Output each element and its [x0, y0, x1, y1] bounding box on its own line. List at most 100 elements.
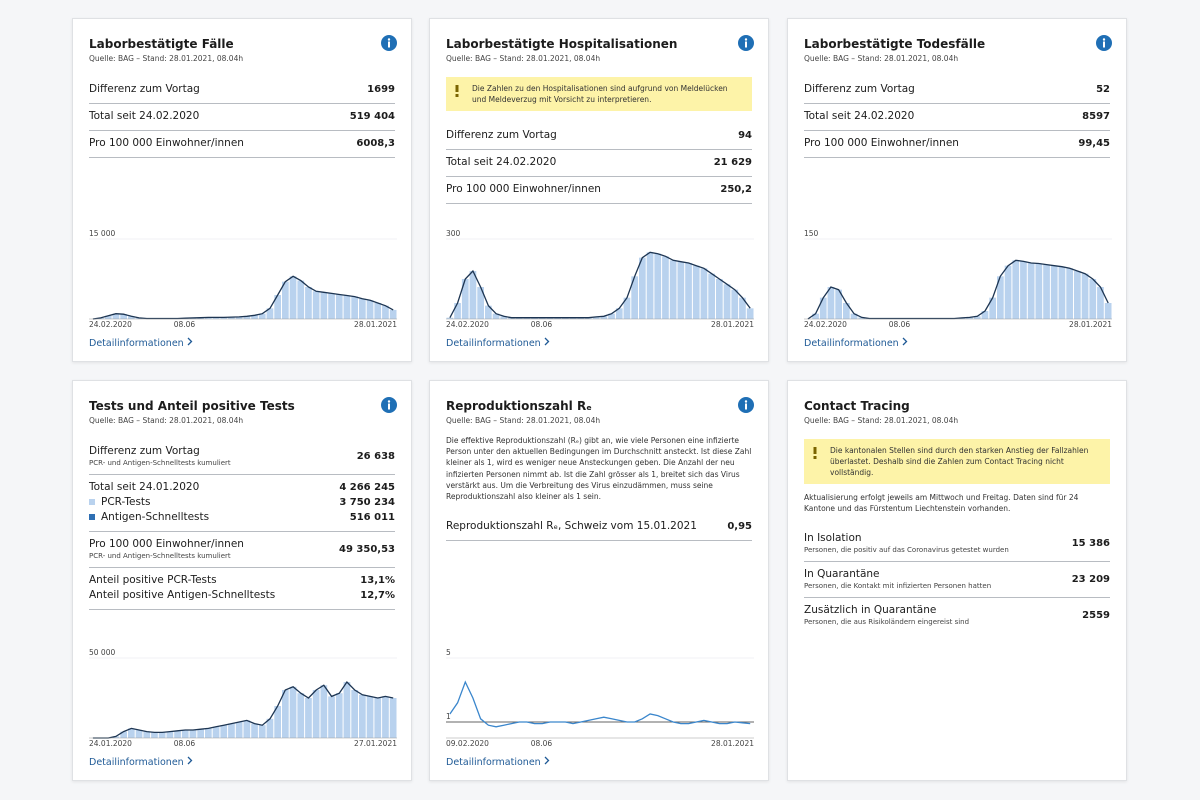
card: Laborbestätigte Todesfälle Quelle: BAG – …	[787, 18, 1127, 362]
card: Tests und Anteil positive Tests Quelle: B…	[72, 380, 412, 781]
mini-chart: 50 000 24.01.2020 08.06 27.01.2021	[89, 648, 397, 748]
stat-sublabel: Personen, die aus Risikoländern eingerei…	[804, 618, 970, 627]
card: Reproduktionszahl Rₑ Quelle: BAG – Stand:…	[429, 380, 769, 781]
bar	[858, 317, 866, 319]
stat-row: Pro 100 000 Einwohner/innen PCR- und Anti…	[89, 537, 395, 561]
info-icon	[381, 397, 397, 413]
x-tick-label: 08.06	[174, 320, 196, 329]
stat-value: 2559	[1082, 609, 1110, 621]
stat-label: Anteil positive Antigen-Schnelltests	[89, 589, 276, 601]
detail-link[interactable]: Detailinformationen	[89, 337, 194, 349]
bar	[297, 280, 305, 319]
stat-row: Anteil positive Antigen-Schnelltests 12,7…	[89, 588, 395, 603]
detail-link-text: Detailinformationen	[446, 757, 541, 768]
stat-sublabel: PCR- und Antigen-Schnelltests kumuliert	[89, 552, 231, 560]
bar	[1043, 264, 1050, 319]
stat-group: In Isolation Personen, die positiv auf da…	[804, 526, 1110, 563]
bar	[708, 273, 715, 319]
bar	[158, 732, 166, 738]
stat-label-wrap: Differenz zum Vortag	[804, 82, 915, 97]
stat-group: Total seit 24.02.2020 8597	[804, 104, 1110, 131]
bar	[746, 308, 754, 319]
stat-value: 516 011	[349, 512, 395, 523]
chevron-path	[902, 337, 908, 346]
bar	[197, 729, 204, 738]
bar	[274, 295, 281, 319]
bar	[289, 686, 297, 738]
bar	[469, 271, 477, 319]
bar	[205, 317, 212, 319]
stat-value: 13,1%	[360, 575, 395, 586]
bar	[662, 256, 669, 319]
stat-group: Differenz zum Vortag PCR- und Antigen-Sch…	[89, 439, 395, 475]
stat-value: 250,2	[720, 184, 752, 195]
bar	[312, 291, 320, 319]
bar	[128, 728, 135, 738]
detail-link[interactable]: Detailinformationen	[446, 756, 551, 768]
mini-chart: 1 5 09.02.2020 08.06 28.01.2021	[446, 648, 754, 748]
x-tick-label: 28.01.2021	[711, 739, 754, 748]
info-bar	[745, 403, 747, 410]
detail-link[interactable]: Detailinformationen	[804, 337, 909, 349]
detail-link[interactable]: Detailinformationen	[89, 756, 194, 768]
bar	[235, 316, 243, 319]
bar	[981, 311, 989, 319]
bar	[1074, 271, 1081, 319]
bar	[220, 725, 228, 738]
stat-value: 21 629	[713, 157, 752, 168]
stat-label-wrap: Total seit 24.02.2020	[804, 109, 914, 124]
bar	[1089, 279, 1097, 319]
bar	[205, 728, 212, 738]
bar	[389, 698, 397, 738]
bar	[997, 276, 1004, 319]
card-source: Quelle: BAG – Stand: 28.01.2021, 08.04h	[446, 416, 601, 425]
stat-label: Differenz zum Vortag	[89, 83, 200, 95]
detail-link[interactable]: Detailinformationen	[446, 337, 551, 349]
card-source: Quelle: BAG – Stand: 28.01.2021, 08.04h	[446, 54, 601, 63]
stat-label-wrap: In Quarantäne Personen, die Kontakt mit i…	[804, 567, 991, 591]
card-title: Tests und Anteil positive Tests	[89, 399, 295, 413]
stat-label-wrap: Reproduktionszahl Rₑ, Schweiz vom 15.01.…	[446, 519, 697, 534]
bar	[485, 305, 492, 319]
y-tick-label: 15 000	[89, 229, 115, 238]
stat-row: Pro 100 000 Einwohner/innen 250,2	[446, 182, 752, 197]
bar	[382, 305, 389, 319]
stat-value: 52	[1096, 84, 1110, 95]
info-bar	[388, 403, 390, 410]
bar	[639, 257, 646, 319]
trend-line	[92, 680, 394, 739]
x-tick-label: 28.01.2021	[1069, 320, 1112, 329]
stat-row: Pro 100 000 Einwohner/innen 6008,3	[89, 136, 395, 151]
stat-value: 94	[738, 130, 752, 141]
stat-label-wrap: Pro 100 000 Einwohner/innen	[89, 136, 244, 151]
card-title: Laborbestätigte Hospitalisationen	[446, 37, 678, 51]
trend-line	[449, 680, 751, 728]
x-tick-label: 24.02.2020	[804, 320, 847, 329]
bar	[1004, 265, 1012, 319]
bar	[258, 313, 266, 319]
stat-row: Total seit 24.02.2020 519 404	[89, 109, 395, 124]
bar	[351, 296, 358, 319]
stat-row: Reproduktionszahl Rₑ, Schweiz vom 15.01.…	[446, 519, 752, 534]
info-icon	[738, 35, 754, 51]
stat-label: Pro 100 000 Einwohner/innen	[89, 538, 244, 550]
stat-label: Reproduktionszahl Rₑ, Schweiz vom 15.01.…	[446, 520, 697, 533]
stat-label: Anteil positive PCR-Tests	[89, 574, 217, 586]
bar	[843, 303, 850, 319]
chevron	[902, 337, 908, 346]
stat-label-wrap: Differenz zum Vortag PCR- und Antigen-Sch…	[89, 444, 231, 468]
bar	[374, 698, 382, 738]
bar	[389, 309, 397, 319]
stat-group: Pro 100 000 Einwohner/innen PCR- und Anti…	[89, 532, 395, 568]
bar	[835, 289, 842, 319]
bar	[1027, 263, 1035, 319]
bar	[850, 313, 858, 319]
bar	[1097, 287, 1104, 319]
card-source: Quelle: BAG – Stand: 28.01.2021, 08.04h	[804, 54, 959, 63]
stat-label: Total seit 24.02.2020	[804, 110, 915, 122]
bar	[677, 261, 685, 319]
x-tick-label: 28.01.2021	[711, 320, 754, 329]
bar	[335, 294, 343, 319]
y-tick-label: 300	[446, 229, 461, 238]
bar	[243, 720, 251, 738]
